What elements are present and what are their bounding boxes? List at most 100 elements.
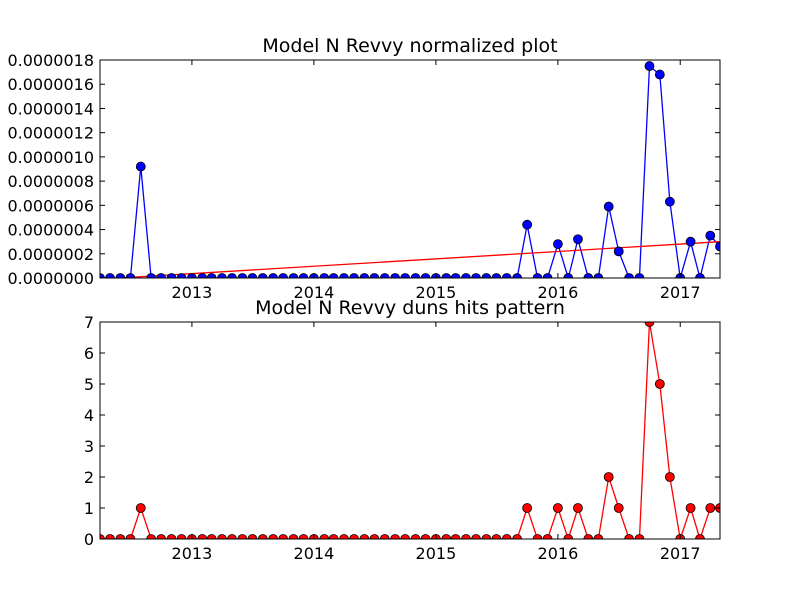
x-tick-label: 2013 xyxy=(172,283,213,302)
data-point xyxy=(410,534,421,539)
data-point xyxy=(512,273,523,278)
data-point xyxy=(339,534,349,539)
data-point xyxy=(197,534,208,539)
y-tick-label: 0.0000000 xyxy=(7,269,94,288)
data-point xyxy=(146,534,157,539)
data-point xyxy=(298,534,309,539)
data-point xyxy=(654,69,665,80)
x-tick-label: 2016 xyxy=(538,283,579,302)
y-tick-label: 2 xyxy=(84,468,94,487)
data-point xyxy=(512,534,523,539)
data-point xyxy=(288,534,299,539)
chart-2: Model N Revvy duns hits pattern 0 1 2 3 4 5 6 7 2… xyxy=(84,297,721,563)
y-tick-label: 3 xyxy=(84,437,94,456)
data-point xyxy=(176,534,187,539)
data-point xyxy=(573,503,583,513)
data-point xyxy=(115,273,126,278)
data-point xyxy=(664,472,675,482)
series-line xyxy=(100,322,720,539)
data-point xyxy=(593,273,604,278)
data-point xyxy=(461,273,471,278)
data-point xyxy=(593,534,604,539)
data-point xyxy=(166,273,177,278)
data-point xyxy=(532,534,543,539)
data-point xyxy=(664,196,675,207)
data-point xyxy=(542,273,553,278)
data-point xyxy=(573,234,583,245)
data-point xyxy=(339,273,349,278)
data-point xyxy=(491,273,502,278)
data-point xyxy=(227,273,237,278)
data-point xyxy=(634,534,645,539)
y-tick-label: 5 xyxy=(84,375,94,394)
y-tick-label: 1 xyxy=(84,499,94,518)
data-point xyxy=(441,534,452,539)
y-tick-label: 6 xyxy=(84,344,94,363)
data-point xyxy=(359,273,370,278)
data-point xyxy=(298,273,309,278)
data-point xyxy=(705,230,716,241)
data-point xyxy=(481,273,492,278)
plot-area-1 xyxy=(100,61,720,278)
data-point xyxy=(695,273,705,278)
chart-title: Model N Revvy normalized plot xyxy=(262,35,557,57)
data-point xyxy=(328,534,339,539)
data-point xyxy=(105,273,115,278)
data-point xyxy=(268,273,279,278)
y-tick-label: 0.0000012 xyxy=(7,124,94,143)
data-point xyxy=(491,534,502,539)
data-point xyxy=(166,534,177,539)
y-tick-label: 0.0000010 xyxy=(7,148,94,167)
data-point xyxy=(624,273,634,278)
x-tick-label: 2013 xyxy=(172,544,213,563)
data-point xyxy=(369,273,380,278)
data-point xyxy=(379,534,390,539)
y-tick-label: 0.0000016 xyxy=(7,75,94,94)
data-point xyxy=(319,534,330,539)
y-tick-label: 0.0000008 xyxy=(7,172,94,191)
data-point xyxy=(613,246,624,257)
data-point xyxy=(268,534,279,539)
data-point xyxy=(125,273,136,278)
axes-frame xyxy=(99,321,721,540)
data-point xyxy=(288,273,299,278)
data-point xyxy=(552,239,563,249)
data-point xyxy=(278,273,289,278)
data-point xyxy=(105,534,115,539)
data-point xyxy=(400,273,411,278)
x-tick-label: 2017 xyxy=(660,544,701,563)
data-point xyxy=(146,273,157,278)
data-point xyxy=(522,503,533,513)
data-point xyxy=(461,534,471,539)
data-point xyxy=(379,273,390,278)
data-point xyxy=(369,534,380,539)
data-point xyxy=(206,273,217,278)
data-point xyxy=(583,534,594,539)
y-tick-label: 0.0000018 xyxy=(7,51,94,70)
data-point xyxy=(390,534,401,539)
data-point xyxy=(217,273,227,278)
axes-frame xyxy=(99,59,721,279)
data-point xyxy=(685,503,696,513)
data-point xyxy=(400,534,411,539)
data-point xyxy=(156,534,167,539)
data-point xyxy=(349,273,359,278)
data-point xyxy=(237,534,248,539)
data-point xyxy=(685,236,696,247)
data-point xyxy=(695,534,705,539)
data-point xyxy=(247,534,258,539)
y-tick-label: 0 xyxy=(84,530,94,549)
data-point xyxy=(206,534,217,539)
plot-area-2 xyxy=(100,322,720,539)
data-point xyxy=(349,534,359,539)
x-tick-label: 2015 xyxy=(416,544,457,563)
data-point xyxy=(705,503,716,513)
data-point xyxy=(135,503,146,513)
plots: Model N Revvy normalized plot 0.0000000 0.… xyxy=(7,35,721,563)
data-point xyxy=(654,379,665,389)
data-point xyxy=(328,273,339,278)
data-point xyxy=(227,534,237,539)
data-point xyxy=(247,273,258,278)
data-point xyxy=(135,161,146,172)
